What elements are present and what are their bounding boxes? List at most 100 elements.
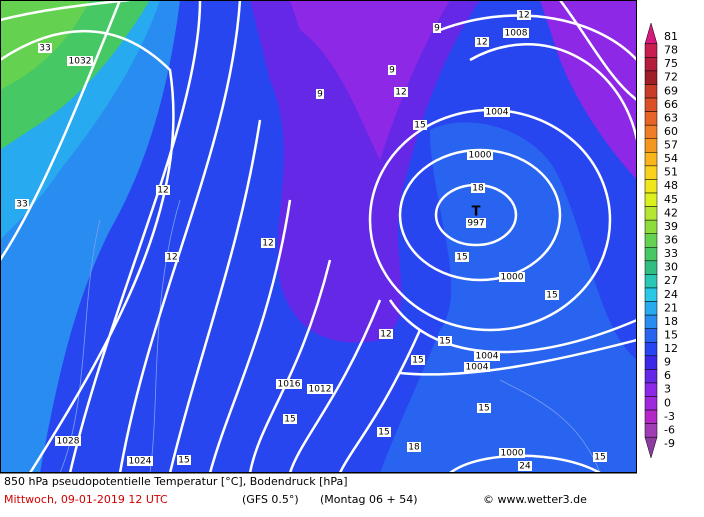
colorbar-label: 9 <box>664 356 671 369</box>
label-box <box>593 452 607 462</box>
label-box <box>433 23 441 33</box>
label-box <box>38 43 52 53</box>
colorbar-label: 39 <box>664 220 678 233</box>
run: (Montag 06 + 54) <box>320 493 418 506</box>
map-label: 1016 <box>278 380 301 390</box>
label-box <box>15 199 29 209</box>
colorbar-box <box>644 233 658 248</box>
label-box <box>316 89 324 99</box>
label-box <box>466 218 486 228</box>
label-box <box>67 56 93 66</box>
label-box <box>283 414 297 424</box>
label-box <box>379 329 393 339</box>
map-label: 1000 <box>469 151 492 161</box>
colorbar-box <box>644 423 658 438</box>
map-label: 24 <box>519 462 531 472</box>
colorbar-label: 54 <box>664 152 678 165</box>
label-box <box>467 150 493 160</box>
label-box <box>165 252 179 262</box>
map-label: 15 <box>594 453 605 463</box>
colorbar-label: 63 <box>664 111 678 124</box>
colorbar-box <box>644 219 658 234</box>
label-box <box>517 10 531 20</box>
map-label: 15 <box>478 404 489 414</box>
map-label: 12 <box>395 88 406 98</box>
colorbar-box <box>644 369 658 384</box>
colorbar-box <box>644 192 658 207</box>
colorbar-label: 27 <box>664 274 678 287</box>
colorbar-label: 48 <box>664 179 678 192</box>
label-box <box>518 461 532 471</box>
cold-area <box>540 0 637 180</box>
colorbar-label: 6 <box>664 369 671 382</box>
colorbar-label: 45 <box>664 193 678 206</box>
colorbar-box <box>644 138 658 153</box>
label-box <box>499 448 525 458</box>
colorbar-box <box>644 382 658 397</box>
label-box <box>407 442 421 452</box>
map-label: 15 <box>378 428 389 438</box>
colorbar-box <box>644 43 658 58</box>
colorbar-label: 3 <box>664 383 671 396</box>
colorbar-label: 0 <box>664 396 671 409</box>
label-box <box>177 455 191 465</box>
colorbar-box <box>644 396 658 411</box>
map-label: 1008 <box>505 29 528 39</box>
colorbar-box <box>644 274 658 289</box>
label-box <box>388 65 396 75</box>
colorbar-label: 51 <box>664 166 678 179</box>
colorbar-label: 21 <box>664 301 678 314</box>
colorbar-box <box>644 287 658 302</box>
colorbar-box <box>644 57 658 72</box>
cold-area <box>290 0 450 160</box>
colorbar-label: 66 <box>664 98 678 111</box>
colorbar-box <box>644 301 658 316</box>
map-label: 12 <box>157 186 168 196</box>
map-label: 15 <box>439 337 450 347</box>
label-box <box>307 384 333 394</box>
map-label: 15 <box>414 121 425 131</box>
colorbar-label: 69 <box>664 84 678 97</box>
colorbar-box <box>644 247 658 262</box>
colorbar-label: 42 <box>664 206 678 219</box>
colorbar-label: 24 <box>664 288 678 301</box>
label-box <box>127 456 153 466</box>
map-label: 9 <box>317 90 323 100</box>
label-box <box>55 436 81 446</box>
map-label: 15 <box>456 253 467 263</box>
map-label: 1024 <box>129 457 152 467</box>
colorbar-label: -6 <box>664 423 675 436</box>
label-box <box>475 37 489 47</box>
label-box <box>545 290 559 300</box>
label-box <box>438 336 452 346</box>
label-box <box>411 355 425 365</box>
colorbar-label: 72 <box>664 71 678 84</box>
colorbar-label: 57 <box>664 139 678 152</box>
label-box <box>499 272 525 282</box>
label-box <box>477 403 491 413</box>
map-label: 1032 <box>69 57 92 67</box>
colorbar-box <box>644 70 658 85</box>
map-label: 15 <box>284 415 295 425</box>
label-box <box>484 107 510 117</box>
map-label: 997 <box>467 219 484 229</box>
isobar <box>0 0 420 473</box>
map-label: 18 <box>408 443 420 453</box>
label-box <box>413 120 427 130</box>
copyright: © www.wetter3.de <box>483 493 587 506</box>
date: Mittwoch, 09-01-2019 12 UTC <box>4 493 168 506</box>
map-label: 12 <box>166 253 177 263</box>
colorbar-label: -9 <box>664 437 675 450</box>
colorbar-box <box>644 111 658 126</box>
map-label: 1028 <box>57 437 80 447</box>
map-label: 9 <box>389 66 395 76</box>
map-label: 18 <box>472 184 484 194</box>
colorbar-label: 78 <box>664 44 678 57</box>
colorbar: 8178757269666360575451484542393633302724… <box>644 22 678 459</box>
label-box <box>394 87 408 97</box>
colorbar-box <box>644 206 658 221</box>
label-box <box>261 238 275 248</box>
colorbar-label: 15 <box>664 328 678 341</box>
colorbar-box <box>644 165 658 180</box>
